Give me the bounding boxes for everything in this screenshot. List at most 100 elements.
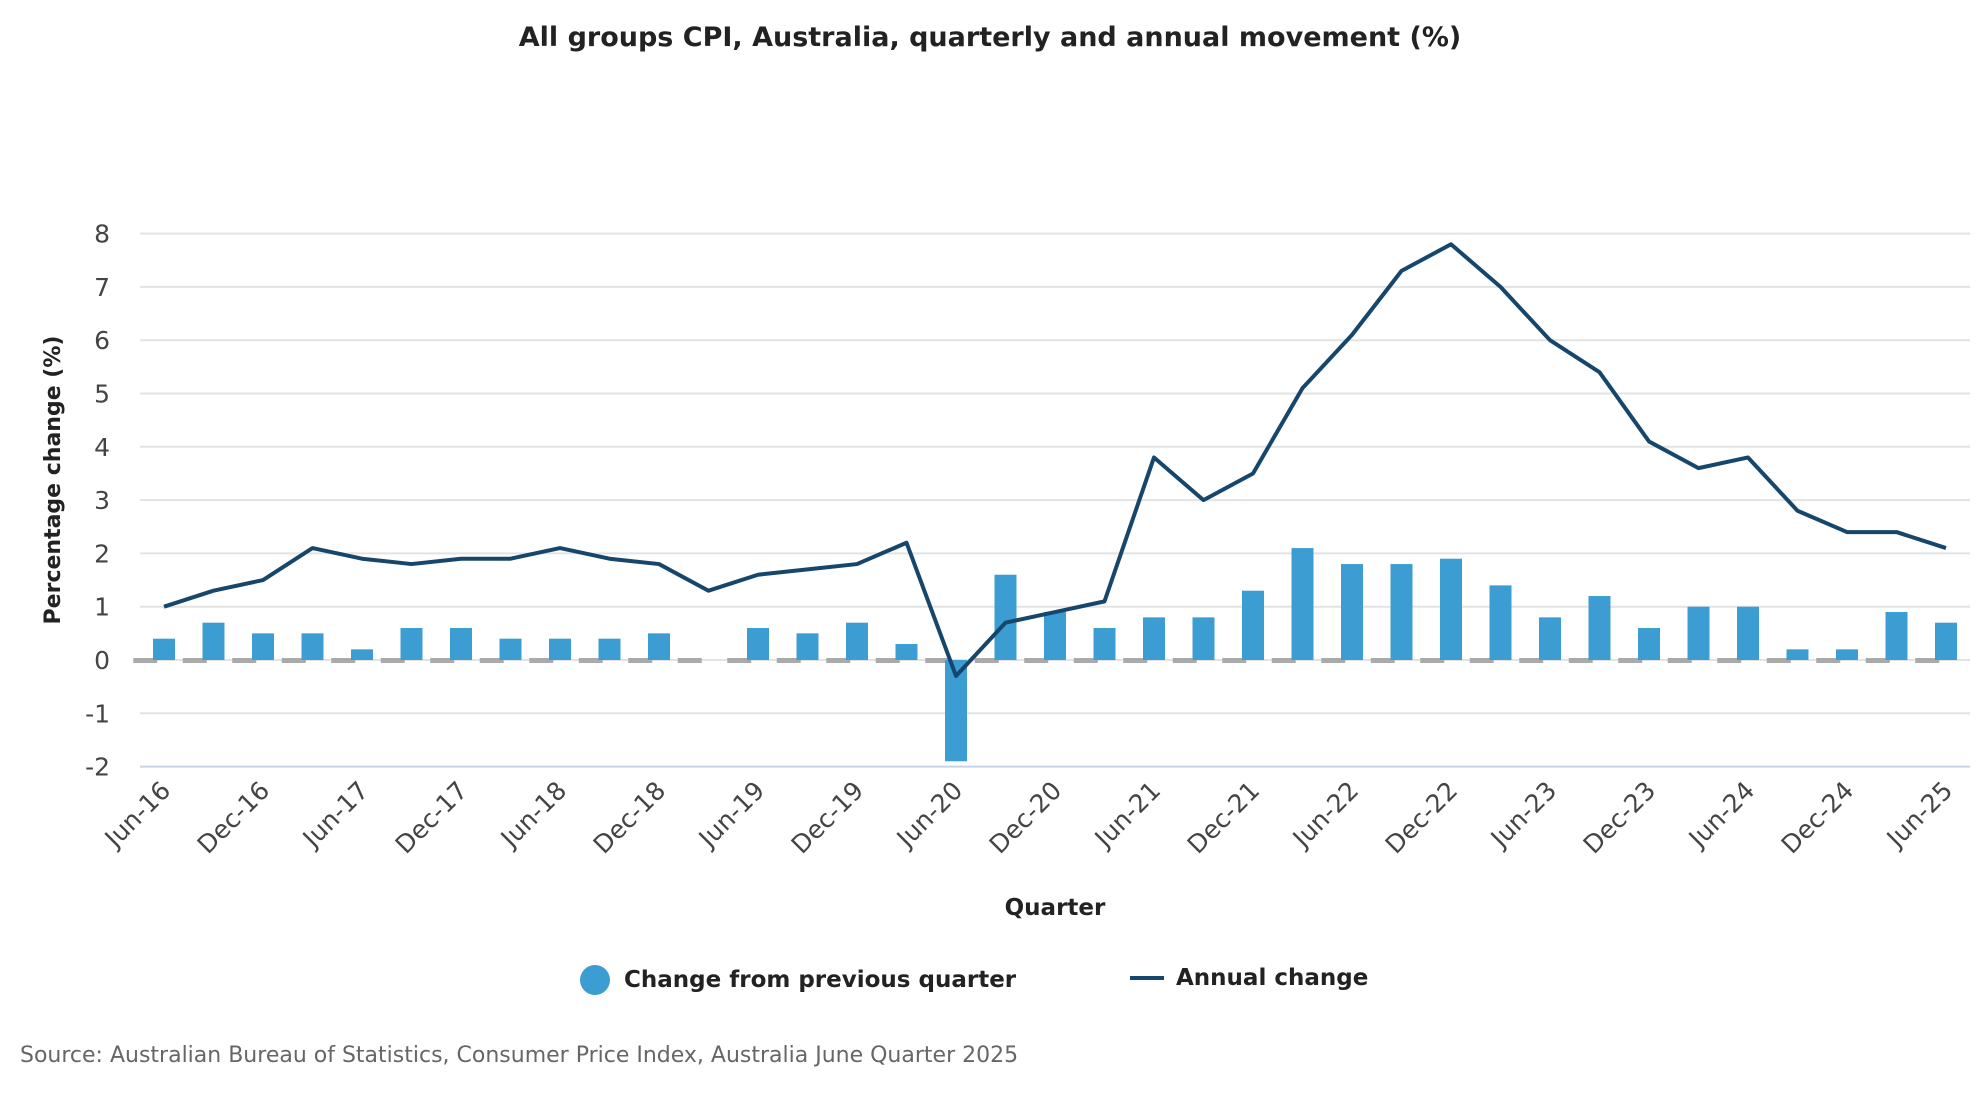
bar	[1836, 649, 1858, 660]
y-tick-label: 1	[94, 593, 110, 622]
zero-dash	[776, 658, 801, 663]
bar	[1687, 606, 1710, 660]
y-tick-label: 4	[94, 433, 110, 462]
x-tick-label: Jun-24	[1682, 776, 1760, 854]
legend-label: Annual change	[1176, 965, 1369, 991]
x-tick-label: Dec-21	[1182, 776, 1266, 860]
x-tick-label: Jun-19	[692, 776, 770, 854]
zero-dash	[1420, 658, 1445, 663]
bar	[1638, 628, 1660, 660]
zero-dash	[1717, 658, 1742, 663]
zero-dash	[1816, 658, 1841, 663]
x-axis-title: Quarter	[1005, 895, 1106, 921]
x-tick-label: Dec-23	[1578, 776, 1662, 860]
chart-title: All groups CPI, Australia, quarterly and…	[518, 22, 1462, 53]
y-tick-label: 0	[94, 646, 110, 675]
x-tick-label: Dec-16	[192, 776, 276, 860]
bar	[1291, 548, 1314, 660]
zero-dash	[974, 658, 999, 663]
zero-dash	[281, 658, 306, 663]
bar	[1786, 649, 1809, 660]
zero-dash	[1172, 658, 1197, 663]
zero-dash	[1024, 658, 1049, 663]
zero-dash	[925, 658, 950, 663]
legend-label: Change from previous quarter	[624, 967, 1017, 993]
x-tick-label: Dec-18	[588, 776, 672, 860]
zero-dash	[380, 658, 405, 663]
zero-dash	[1222, 658, 1247, 663]
bar	[994, 574, 1017, 660]
x-tick-label: Jun-16	[98, 776, 176, 854]
y-tick-label: 3	[94, 486, 110, 515]
x-tick-label: Jun-23	[1484, 776, 1562, 854]
y-tick-label: 2	[94, 539, 110, 568]
y-tick-label: 7	[94, 273, 110, 302]
zero-dash	[1271, 658, 1296, 663]
x-tick-label: Dec-19	[786, 776, 870, 860]
zero-dash	[1519, 658, 1544, 663]
x-tick-label: Jun-25	[1880, 776, 1958, 854]
y-tick-label: 5	[94, 380, 110, 409]
zero-dash	[133, 658, 158, 663]
zero-dash	[1766, 658, 1791, 663]
bar	[846, 622, 868, 660]
bar	[598, 638, 621, 660]
x-tick-label: Jun-20	[890, 776, 968, 854]
zero-dash	[1321, 658, 1346, 663]
bar-legend-swatch	[580, 965, 610, 995]
zero-dash	[1073, 658, 1098, 663]
zero-dash	[1667, 658, 1692, 663]
bar	[499, 638, 522, 660]
bar	[1885, 612, 1908, 660]
bar	[400, 628, 423, 660]
annual-change-line	[163, 242, 1947, 678]
bar	[1390, 564, 1413, 660]
x-tick-label: Dec-22	[1380, 776, 1464, 860]
zero-dash	[1915, 658, 1940, 663]
y-tick-label: -1	[85, 699, 110, 728]
zero-dash	[232, 658, 257, 663]
x-tick-label: Jun-17	[296, 776, 374, 854]
bar	[1093, 628, 1116, 660]
bar	[153, 638, 175, 660]
zero-dash	[1618, 658, 1643, 663]
bar	[1143, 617, 1165, 660]
chart: -2 -1 0 1 2 3 4 5 6 7 8 Jun-16 Dec-16 Jun-17 Dec-17 Jun…	[41, 220, 1970, 921]
bar	[1489, 585, 1512, 660]
zero-dash	[628, 658, 653, 663]
zero-dash	[331, 658, 356, 663]
bar	[252, 633, 274, 660]
zero-dash	[1568, 658, 1593, 663]
x-tick-label: Dec-24	[1776, 776, 1860, 860]
zero-dash	[182, 658, 207, 663]
legend-item-annual: Annual change	[1130, 965, 1368, 991]
bar	[351, 649, 373, 660]
y-axis-title: Percentage change (%)	[41, 336, 66, 625]
zero-dash	[430, 658, 455, 663]
zero-dash	[529, 658, 554, 663]
bar	[549, 638, 571, 660]
bar	[301, 633, 324, 660]
x-tick-label: Jun-18	[494, 776, 572, 854]
zero-dash	[578, 658, 603, 663]
zero-dash	[1370, 658, 1395, 663]
bar	[202, 622, 225, 660]
x-tick-label: Jun-22	[1286, 776, 1364, 854]
y-tick-label: 6	[94, 326, 110, 355]
zero-dash	[1865, 658, 1890, 663]
x-tick-label: Dec-17	[390, 776, 474, 860]
x-tick-label: Dec-20	[984, 776, 1068, 860]
zero-dash	[727, 658, 752, 663]
bar	[450, 628, 472, 660]
bar	[1341, 564, 1363, 660]
bar	[1588, 596, 1611, 660]
x-tick-label: Jun-21	[1088, 776, 1166, 854]
bar	[1935, 622, 1957, 660]
legend-item-quarterly: Change from previous quarter	[580, 965, 1016, 995]
zero-dash	[479, 658, 504, 663]
bar	[1737, 606, 1759, 660]
y-tick-label: -2	[85, 753, 110, 782]
bar	[1440, 558, 1462, 660]
bar	[945, 660, 967, 762]
line-legend-swatch	[1130, 976, 1164, 980]
